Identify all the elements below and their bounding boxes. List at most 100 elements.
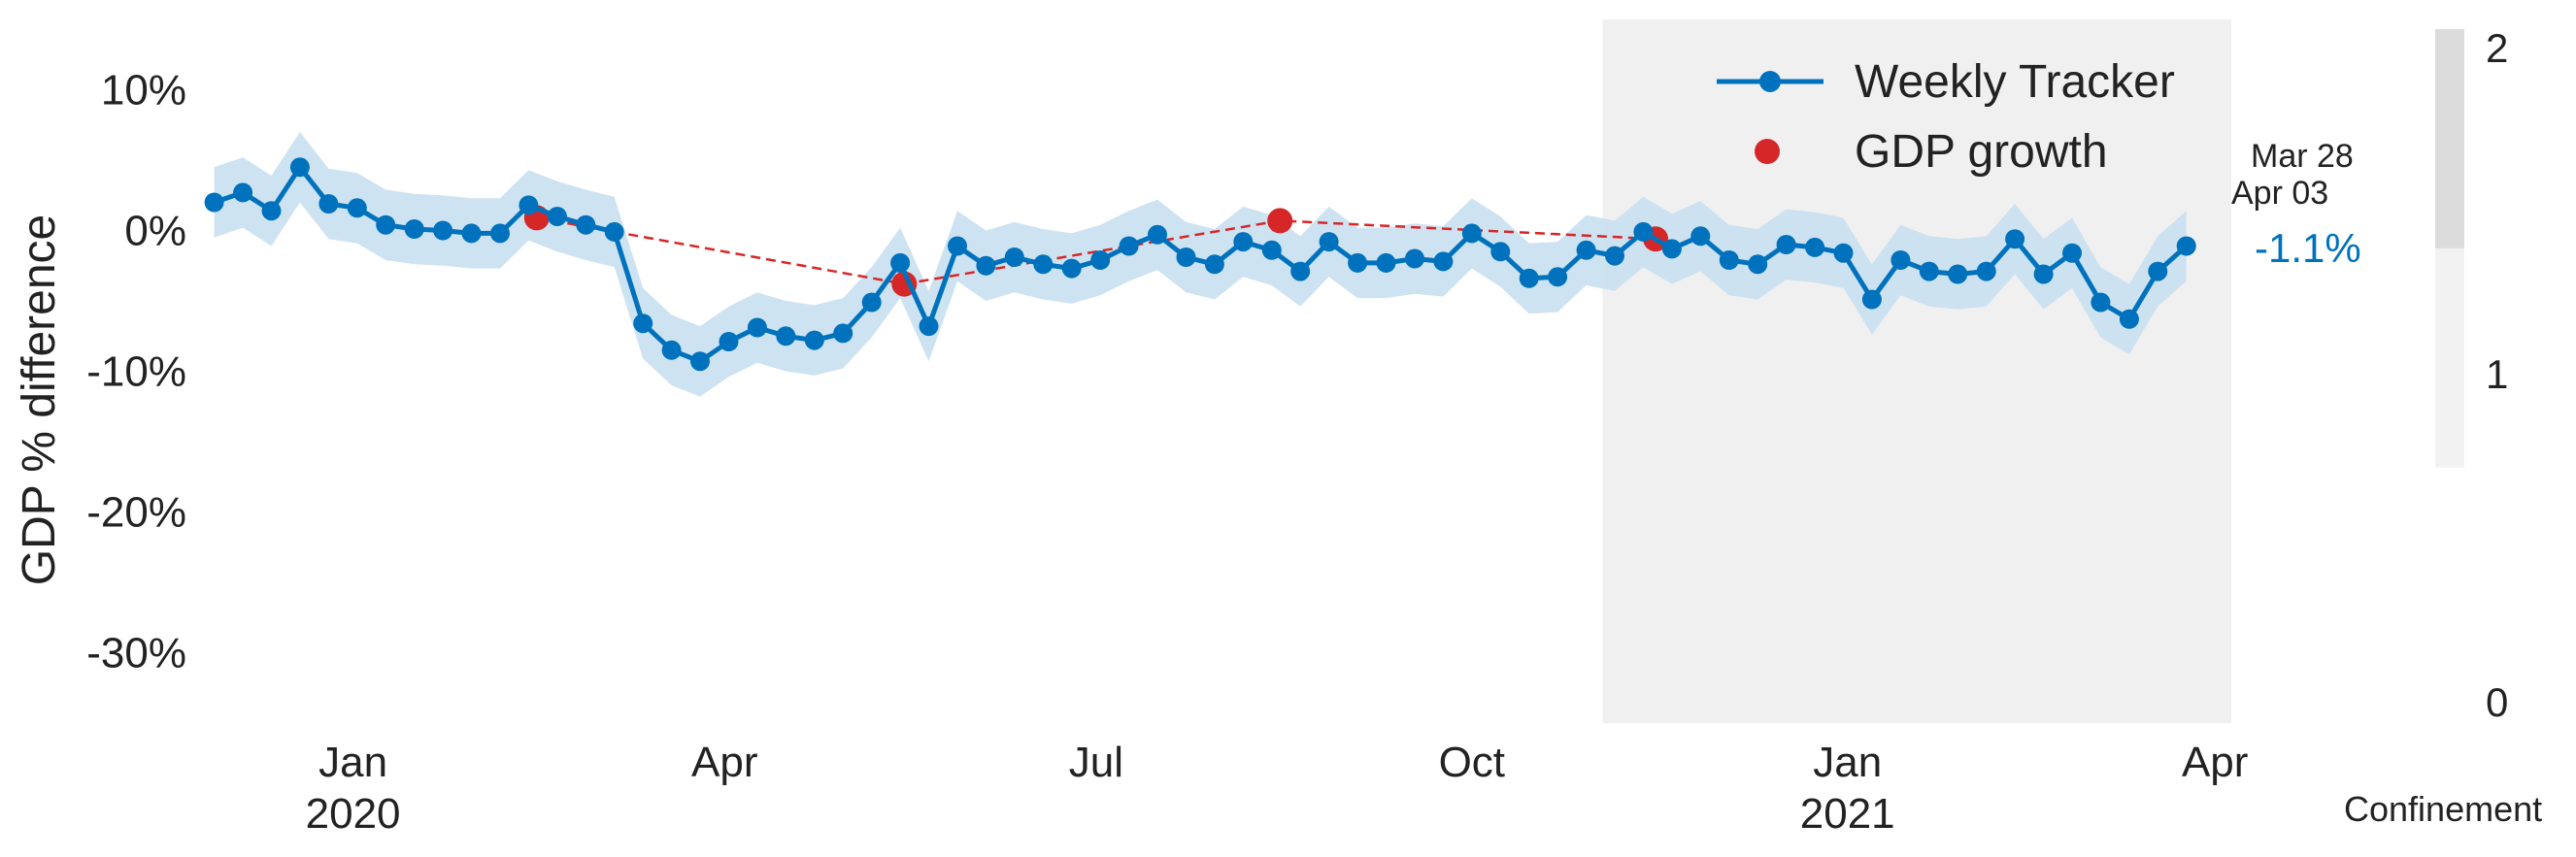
tracker-point: [1376, 252, 1396, 273]
tracker-point: [1204, 254, 1224, 275]
x-tick-label: Apr: [691, 739, 757, 786]
tracker-point: [1290, 261, 1311, 281]
colorbar-tick-2: 2: [2486, 25, 2508, 71]
colorbar-segments: [2435, 29, 2464, 468]
confinement-shaded-region: [1602, 19, 2231, 723]
x-tick-label: Apr: [2182, 739, 2248, 786]
tracker-point: [1148, 224, 1167, 245]
tracker-point: [1548, 267, 1568, 287]
tracker-point: [1605, 246, 1624, 266]
tracker-point: [2033, 264, 2054, 284]
tracker-point: [1348, 252, 1368, 273]
tracker-point: [1261, 240, 1282, 260]
x-tick-year-label: 2020: [306, 790, 401, 838]
tracker-point: [1061, 258, 1082, 279]
colorbar-segment: [2435, 247, 2464, 468]
tracker-point: [1519, 268, 1539, 288]
tracker-point: [1833, 243, 1854, 263]
x-tick-year-label: 2021: [1800, 790, 1895, 838]
tracker-point: [1490, 242, 1511, 262]
x-tick-label: Jan: [1813, 739, 1882, 786]
legend-gdp-growth-label: GDP growth: [1855, 126, 2108, 178]
tracker-point: [576, 214, 596, 235]
confinement-colorbar: 2 1 0 Confinement: [2344, 25, 2542, 829]
tracker-point: [318, 194, 339, 214]
tracker-point: [1861, 289, 1882, 310]
tracker-line: [213, 164, 2189, 364]
tracker-point: [690, 351, 710, 372]
tracker-point: [1090, 250, 1111, 270]
colorbar-tick-1: 1: [2486, 351, 2508, 397]
tracker-point: [948, 236, 967, 256]
tracker-point: [1233, 232, 1254, 252]
tracker-point: [376, 214, 396, 235]
y-axis-title: GDP % difference: [14, 214, 65, 585]
tracker-point: [1890, 250, 1911, 270]
tracker-point: [1919, 261, 1939, 281]
tracker-point: [890, 252, 911, 273]
y-tick-label: -20%: [86, 489, 186, 537]
annotation-week-start: Mar 28: [2251, 138, 2354, 175]
weekly-tracker-series: [204, 157, 2196, 372]
tracker-point: [433, 220, 453, 241]
tracker-point: [490, 223, 510, 244]
legend-weekly-tracker-marker-icon: [1759, 71, 1781, 92]
legend-weekly-tracker-label: Weekly Tracker: [1855, 56, 2175, 108]
tracker-point: [604, 221, 624, 242]
tracker-point: [1976, 261, 1996, 281]
tracker-point: [1948, 264, 1968, 284]
tracker-point: [833, 323, 853, 344]
shaded-region-rect: [1602, 19, 2231, 723]
tracker-point: [347, 198, 367, 218]
y-axis-ticks: 10% 0% -10% -20% -30%: [86, 67, 186, 677]
tracker-point: [976, 255, 996, 276]
tracker-point: [1690, 226, 1711, 247]
tracker-point: [2148, 261, 2168, 281]
annotation-latest-value: -1.1%: [2255, 225, 2361, 271]
y-tick-label: -10%: [86, 348, 186, 396]
tracker-point: [1433, 251, 1454, 272]
tracker-point: [1033, 254, 1054, 275]
tracker-point: [1805, 237, 1825, 257]
colorbar-tick-0: 0: [2486, 679, 2508, 725]
tracker-band-area: [214, 132, 2187, 397]
tracker-point: [2062, 243, 2082, 263]
confidence-band: [214, 132, 2187, 397]
tracker-point: [2005, 229, 2025, 249]
tracker-point: [519, 195, 539, 215]
gdp-growth-dashed-line: [536, 216, 1656, 285]
tracker-point: [719, 332, 739, 351]
gdp-growth-point: [1267, 208, 1293, 234]
tracker-point: [1776, 235, 1796, 254]
tracker-point: [1176, 247, 1196, 267]
tracker-point: [404, 219, 424, 239]
tracker-point: [289, 157, 310, 178]
tracker-point: [1461, 223, 1482, 244]
x-tick-label: Jul: [1069, 739, 1123, 786]
tracker-point: [747, 317, 767, 338]
tracker-point: [1319, 232, 1339, 252]
y-tick-label: 10%: [101, 67, 186, 115]
tracker-point: [204, 192, 224, 213]
tracker-point: [233, 182, 253, 203]
x-tick-label: Oct: [1439, 739, 1505, 786]
tracker-point: [861, 292, 882, 313]
tracker-point: [1405, 248, 1424, 269]
annotation-week-end: Apr 03: [2231, 175, 2328, 212]
tracker-point: [547, 207, 567, 226]
tracker-point: [633, 313, 653, 334]
colorbar-label: Confinement: [2344, 789, 2542, 829]
tracker-point: [804, 330, 824, 350]
legend: Weekly Tracker GDP growth: [1717, 56, 2175, 178]
tracker-point: [2176, 236, 2196, 256]
x-tick-label: Jan: [318, 739, 387, 786]
colorbar-segment: [2435, 29, 2464, 248]
tracker-point: [776, 326, 796, 346]
tracker-point: [1576, 240, 1596, 260]
tracker-point: [1661, 239, 1682, 259]
y-tick-label: 0%: [124, 208, 186, 255]
tracker-point: [1633, 221, 1654, 242]
tracker-point: [2119, 309, 2139, 329]
tracker-point: [261, 201, 282, 221]
